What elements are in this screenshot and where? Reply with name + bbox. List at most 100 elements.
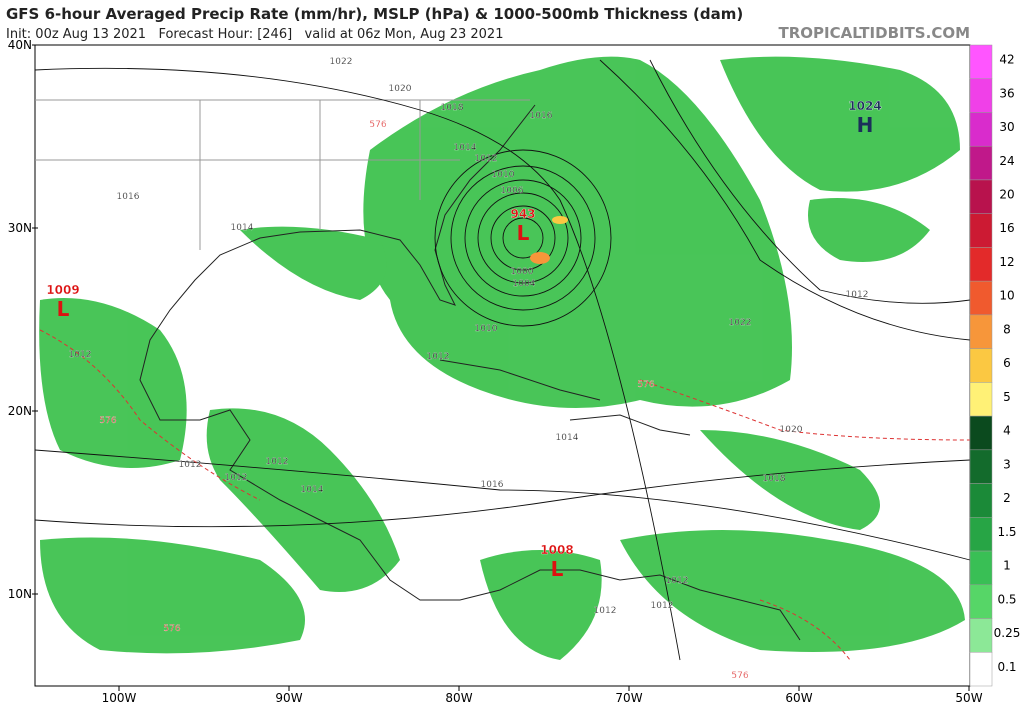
lat-label: 10N — [8, 587, 32, 601]
colorbar-label: 1.5 — [997, 525, 1016, 539]
heavy-precip — [530, 252, 550, 264]
contour-label: 1010 — [492, 170, 515, 180]
pressure-value: 943 — [510, 207, 535, 221]
colorbar-label: 1 — [1003, 559, 1011, 573]
contour-label: 1012 — [666, 576, 689, 586]
colorbar-segment — [969, 382, 993, 417]
contour-label: 1012 — [427, 352, 450, 362]
contour-label: 1018 — [763, 474, 786, 484]
colorbar-segment — [969, 618, 993, 653]
colorbar-segment — [969, 415, 993, 451]
borders — [35, 99, 530, 250]
contour-label: 576 — [99, 416, 116, 426]
lat-label: 40N — [8, 38, 32, 52]
lon-label: 90W — [275, 691, 302, 705]
precip-area — [40, 537, 305, 654]
colorbar-segment — [969, 44, 993, 79]
colorbar-segment — [969, 78, 993, 113]
precip-area — [620, 530, 965, 652]
pressure-symbol: L — [57, 297, 70, 321]
colorbar-label: 24 — [999, 154, 1014, 168]
colorbar-segment — [969, 517, 993, 552]
colorbar-segment — [969, 213, 993, 248]
precip-area — [363, 56, 792, 409]
coastline — [139, 104, 801, 641]
colorbar-segment — [969, 449, 993, 484]
contour-label: 1000 — [511, 267, 534, 277]
contour-label: 576 — [369, 120, 386, 130]
contour-label: 1014 — [454, 143, 477, 153]
precip — [39, 56, 965, 660]
colorbar-label: 5 — [1003, 390, 1011, 404]
colorbar-segment — [969, 348, 993, 383]
contour-label: 576 — [731, 671, 748, 681]
precip-area — [700, 430, 880, 530]
contour-label: 1012 — [69, 350, 92, 360]
colorbar-segment — [969, 652, 993, 687]
colorbar-label: 0.25 — [994, 626, 1021, 640]
map-area — [34, 44, 971, 687]
contour-label: 1004 — [513, 279, 536, 289]
contour-label: 1022 — [330, 57, 353, 67]
contour-label: 1012 — [594, 606, 617, 616]
precip-area — [480, 550, 602, 660]
thickness-576 — [39, 329, 971, 661]
title: GFS 6-hour Averaged Precip Rate (mm/hr),… — [6, 5, 743, 23]
coastline — [439, 359, 601, 401]
colorbar-label: 4 — [1003, 424, 1011, 438]
precip-area — [206, 408, 400, 592]
colorbar-label: 30 — [999, 120, 1014, 134]
colorbar-segment — [969, 550, 993, 586]
lon-label: 50W — [955, 691, 982, 705]
colorbar-label: 16 — [999, 221, 1014, 235]
contour-label: 1012 — [266, 457, 289, 467]
contour-label: 1020 — [780, 425, 803, 435]
lon-label: 100W — [102, 691, 137, 705]
pressure-symbol: H — [857, 113, 874, 137]
colorbar-label: 0.5 — [997, 592, 1016, 606]
contour-label: 1016 — [481, 480, 504, 490]
colorbar-segment — [969, 280, 993, 316]
precip-area — [720, 56, 960, 192]
contour-label: 1010 — [475, 324, 498, 334]
colorbar-segment — [969, 145, 993, 181]
colorbar-segment — [969, 584, 993, 619]
colorbar-label: 42 — [999, 53, 1014, 67]
contour-label: 1014 — [556, 433, 579, 443]
contour-label: 1022 — [729, 318, 752, 328]
subtitle: Init: 00z Aug 13 2021 Forecast Hour: [24… — [6, 27, 503, 42]
colorbar-label: 8 — [1003, 322, 1011, 336]
lon-label: 60W — [785, 691, 812, 705]
lat-label: 20N — [8, 404, 32, 418]
pressure-value: 1009 — [46, 283, 79, 297]
isobars — [34, 59, 971, 661]
precip-area — [808, 198, 930, 262]
contour-label: 1012 — [846, 290, 869, 300]
colorbar-label: 0.1 — [997, 660, 1016, 674]
contour-label: 1012 — [225, 473, 248, 483]
pressure-symbol: L — [517, 221, 530, 245]
colorbar-segment — [969, 314, 993, 349]
lat-label: 30N — [8, 221, 32, 235]
contour-label: 576 — [637, 380, 654, 390]
colorbar-segment — [969, 247, 993, 282]
contour-label: 1014 — [301, 485, 324, 495]
colorbar-label: 2 — [1003, 491, 1011, 505]
coastlines — [35, 99, 801, 641]
site-name: TROPICALTIDBITS.COM — [779, 24, 971, 42]
contour-label: 1016 — [530, 111, 553, 121]
colorbar-label: 3 — [1003, 457, 1011, 471]
pressure-value: 1008 — [540, 543, 573, 557]
contour-label: 1014 — [231, 223, 254, 233]
coastline — [569, 414, 691, 436]
colorbar: 42 36 30 24 20 16 12 10 8 6 5 4 3 2 1.5 1 0.5 0.25 0.1 — [969, 44, 1021, 687]
contour-label: 1012 — [475, 154, 498, 164]
colorbar-label: 10 — [999, 289, 1014, 303]
lon-label: 70W — [615, 691, 642, 705]
colorbar-segment — [969, 179, 993, 214]
contour-label: 576 — [163, 624, 180, 634]
colorbar-label: 12 — [999, 255, 1014, 269]
pressure-symbol: L — [551, 557, 564, 581]
precip-area — [240, 226, 387, 300]
